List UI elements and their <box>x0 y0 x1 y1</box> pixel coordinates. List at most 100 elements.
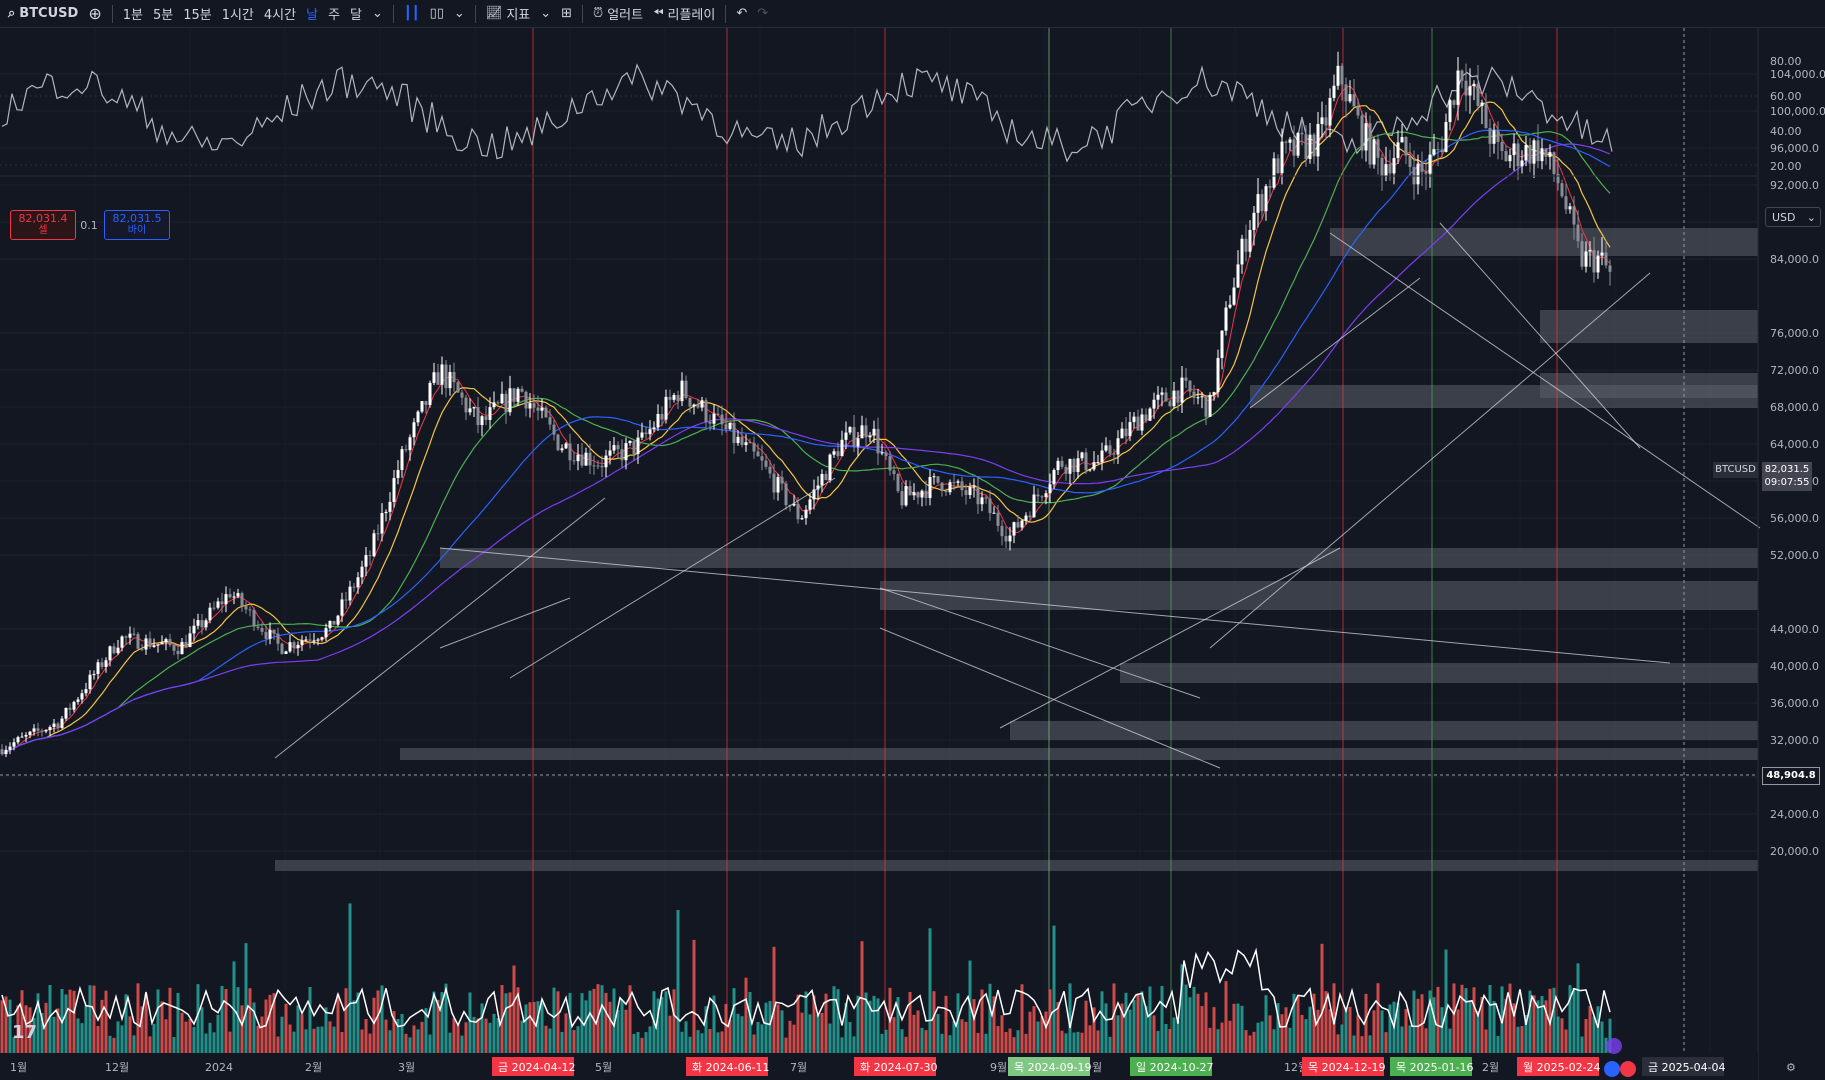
volume-bar <box>1588 1005 1592 1053</box>
volume-bar <box>676 909 680 1053</box>
volume-bar <box>468 992 472 1053</box>
price-axis[interactable]: 104,000.0100,000.096,000.092,000.088,000… <box>1770 55 1825 858</box>
trend-line <box>1209 272 1651 649</box>
candle-body <box>776 477 780 493</box>
price-chart[interactable]: 104,000.0100,000.096,000.092,000.088,000… <box>0 28 1825 1080</box>
candle-body <box>352 586 356 588</box>
candle-body <box>1092 462 1096 470</box>
candle-body <box>152 645 156 647</box>
candle-body <box>476 407 480 426</box>
candle-body <box>316 639 320 641</box>
candle-body <box>1292 139 1296 156</box>
volume-bar <box>472 1016 476 1053</box>
replay-button[interactable]: ⏪︎ 리플레이 <box>648 0 720 27</box>
volume-bar <box>752 1034 756 1053</box>
volume-bar <box>1320 943 1324 1053</box>
lightning-icon[interactable] <box>1606 1038 1622 1054</box>
event-icon[interactable] <box>1620 1061 1636 1077</box>
sell-button[interactable]: 82,031.4 셀 <box>10 210 76 240</box>
top-toolbar: ⌕ BTCUSD ⊕ 1분 5분 15분 1시간 4시간 날 주 달 ⌄ ┃┃ … <box>0 0 1825 28</box>
candle-body <box>1024 515 1028 521</box>
candle-body <box>1476 83 1480 106</box>
volume-bar <box>1172 1017 1176 1053</box>
candle-body <box>760 456 764 461</box>
volume-bar <box>932 991 936 1053</box>
symbol-search-button[interactable]: ⌕ BTCUSD <box>0 0 83 27</box>
alerts-button[interactable]: ⏰︎ 얼러트 <box>588 0 648 27</box>
chart-type-dropdown[interactable]: ⌄ <box>449 0 470 27</box>
candle-body <box>532 403 536 408</box>
volume-bar <box>816 1014 820 1053</box>
interval-1m[interactable]: 1분 <box>122 8 143 23</box>
volume-bar <box>1372 1010 1376 1053</box>
redo-button[interactable]: ↷ <box>752 0 773 27</box>
volume-bar <box>1596 1006 1600 1053</box>
end-date-tag <box>1642 1057 1724 1076</box>
trend-line <box>1439 222 1641 449</box>
candle-body <box>1032 494 1036 518</box>
volume-bar <box>280 1016 284 1053</box>
time-axis[interactable]: 1월12월20242월3월5월7월9월월12월22월금 2024-04-12화 … <box>0 1053 1796 1080</box>
volume-bar <box>260 1016 264 1053</box>
flag-icon[interactable] <box>1604 1061 1620 1077</box>
candle-body <box>584 452 588 466</box>
candle-body <box>448 372 452 389</box>
event-date-label: 목 2024-12-19 <box>1308 1061 1386 1074</box>
indicators-dropdown[interactable]: ⌄ <box>535 0 556 27</box>
interval-week[interactable]: 주 <box>328 8 341 23</box>
volume-bar <box>1116 1015 1120 1053</box>
currency-selector[interactable]: USD ⌄ <box>1765 207 1821 227</box>
candle-body <box>1052 470 1056 485</box>
volume-bar <box>1468 1001 1472 1053</box>
volume-bar <box>340 1031 344 1053</box>
volume-bar <box>708 1029 712 1053</box>
candle-body <box>1208 394 1212 417</box>
volume-bar <box>976 1032 980 1053</box>
interval-4h[interactable]: 4시간 <box>263 8 297 23</box>
candle-body <box>700 400 704 408</box>
interval-5m[interactable]: 5분 <box>152 8 174 23</box>
candle-body <box>96 662 100 675</box>
candle-body <box>960 481 964 491</box>
volume-bar <box>48 984 52 1053</box>
volume-bar <box>1152 1015 1156 1053</box>
candle-body <box>784 483 788 506</box>
candle-body <box>916 492 920 498</box>
candle-body <box>148 638 152 647</box>
volume-bar <box>1528 990 1532 1053</box>
interval-1h[interactable]: 1시간 <box>221 8 254 23</box>
candle-body <box>1232 287 1236 305</box>
candle-body <box>1252 212 1256 230</box>
event-date-label: 목 2024-09-19 <box>1014 1061 1092 1074</box>
interval-dropdown[interactable]: ⌄ <box>367 0 388 27</box>
interval-day[interactable]: 날 <box>306 8 319 23</box>
undo-button[interactable]: ↶ <box>731 0 752 27</box>
interval-month[interactable]: 달 <box>350 8 363 23</box>
volume-bar <box>568 992 572 1053</box>
buy-button[interactable]: 82,031.5 바이 <box>104 210 170 240</box>
volume-bar <box>520 1020 524 1053</box>
candle-body <box>1168 401 1172 407</box>
volume-bar <box>1088 1025 1092 1053</box>
candle-body <box>844 432 848 440</box>
volume-bar <box>1484 1029 1488 1053</box>
chart-type-bars-button[interactable]: ▯▯ <box>425 0 449 27</box>
volume-bar <box>692 939 696 1053</box>
compare-add-button[interactable]: ⊕ <box>83 0 106 27</box>
volume-bar <box>496 1018 500 1053</box>
volume-bar <box>1292 993 1296 1053</box>
layouts-button[interactable]: ⊞ <box>556 0 577 27</box>
candle-body <box>20 736 24 738</box>
volume-bar <box>672 989 676 1053</box>
candle-body <box>496 402 500 404</box>
volume-bar <box>856 995 860 1053</box>
interval-15m[interactable]: 15분 <box>183 8 212 23</box>
candle-body <box>680 380 684 402</box>
candle-body <box>344 599 348 601</box>
volume-bar <box>1520 1026 1524 1053</box>
candle-body <box>336 615 340 625</box>
indicators-button[interactable]: 📈︎ 지표 <box>481 0 535 27</box>
candle-body <box>576 454 580 462</box>
chart-type-candles-button[interactable]: ┃┃ <box>399 0 425 27</box>
volume-bar <box>1308 1006 1312 1053</box>
